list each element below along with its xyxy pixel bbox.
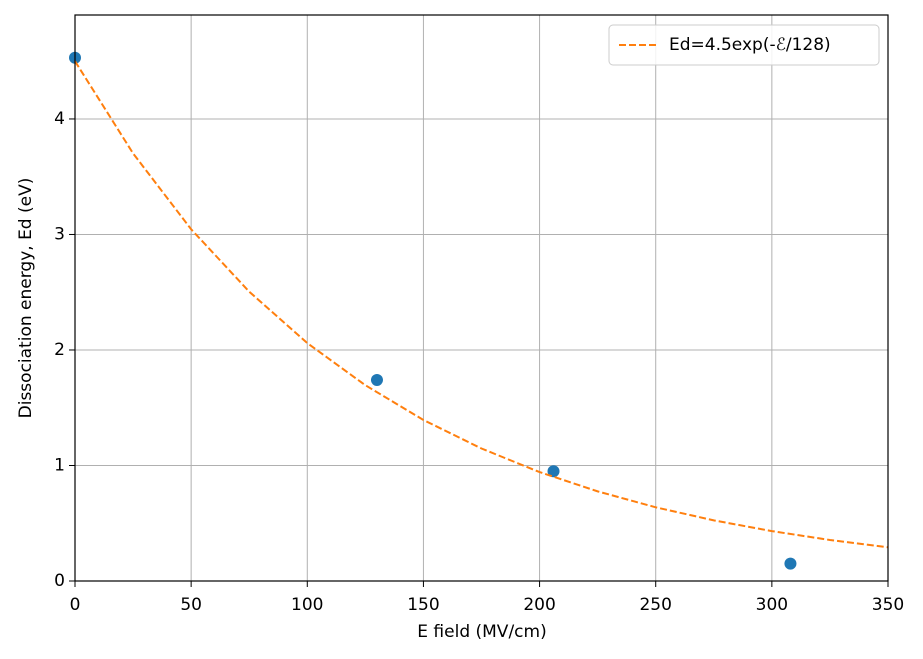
x-tick-label: 0 <box>70 595 81 615</box>
axes-frame <box>74 14 889 582</box>
x-tick-label: 100 <box>291 595 323 615</box>
y-axis-label: Dissociation energy, Ed (eV) <box>16 178 36 419</box>
y-tick-label: 3 <box>54 224 65 244</box>
x-tick-label: 250 <box>639 595 671 615</box>
x-tick-label: 350 <box>872 595 904 615</box>
point <box>370 374 383 387</box>
legend-label: Ed=4.5exp(-ℰ/128) <box>669 35 831 55</box>
legend-box <box>608 24 880 66</box>
x-tick-label: 150 <box>407 595 439 615</box>
x-tick-label: 200 <box>523 595 555 615</box>
x-tick-label: 50 <box>180 595 202 615</box>
y-tick-label: 1 <box>54 455 65 475</box>
x-axis-label: E field (MV/cm) <box>417 622 546 642</box>
y-tick-label: 0 <box>54 571 65 591</box>
point <box>547 465 560 478</box>
y-tick-label: 4 <box>54 109 65 129</box>
point <box>784 557 797 570</box>
line <box>74 60 889 549</box>
y-tick-label: 2 <box>54 340 65 360</box>
x-tick-label: 300 <box>756 595 788 615</box>
